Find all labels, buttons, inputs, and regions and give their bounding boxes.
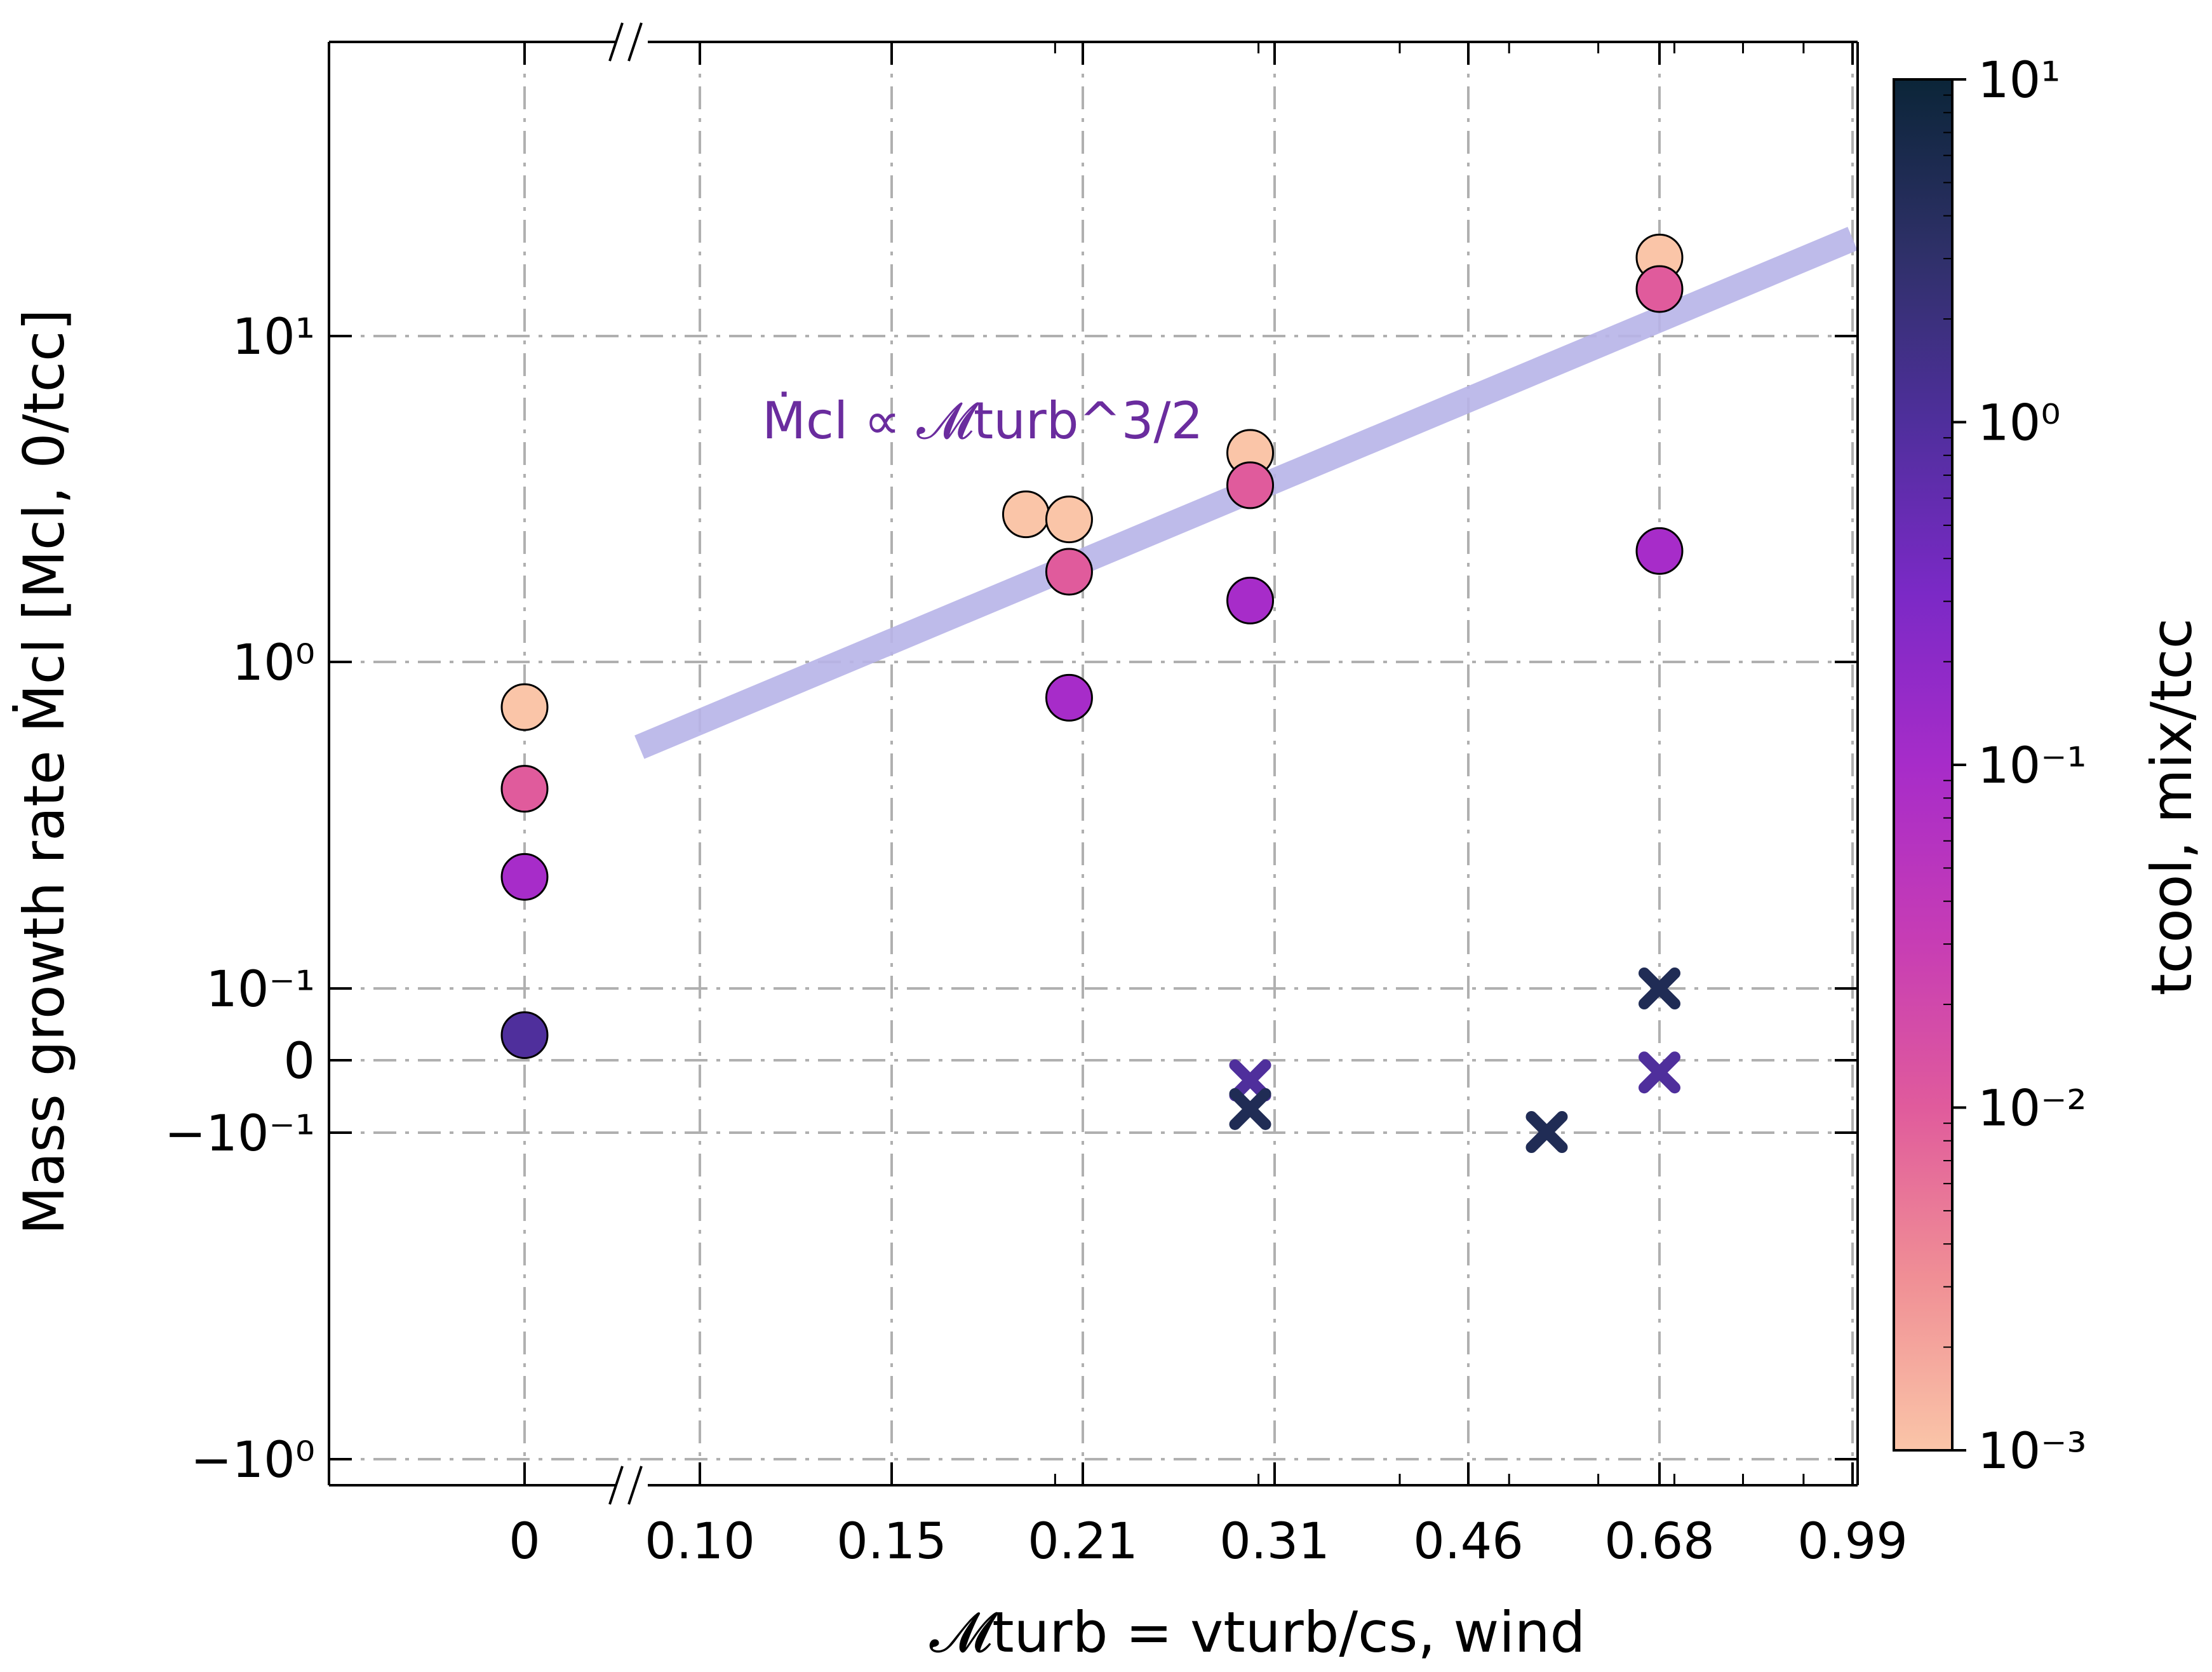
colorbar-label: tcool, mix/tcc <box>2139 618 2204 995</box>
x-tick-label: 0 <box>509 1513 540 1570</box>
data-markers <box>500 233 1684 1153</box>
x-marker-stroke <box>1525 1111 1568 1153</box>
circle-marker-7 <box>1045 673 1093 722</box>
x-marker-stroke <box>1229 1059 1271 1102</box>
x-tick-label: 0.68 <box>1604 1513 1715 1570</box>
y-tick-label: 0 <box>283 1033 315 1090</box>
y-tick-label: 10⁰ <box>232 635 315 692</box>
axis-break-mark <box>627 1466 643 1505</box>
colorbar-tick-label: 10⁻³ <box>1978 1423 2087 1480</box>
colorbar-tick-label: 10¹ <box>1978 52 2061 109</box>
x-marker-4 <box>1639 1051 1680 1094</box>
circle-marker-13 <box>1635 527 1684 575</box>
y-tick-label: −10⁻¹ <box>164 1105 315 1163</box>
circle-marker-4 <box>1002 490 1050 539</box>
axis-break-mark <box>608 22 624 62</box>
x-marker-0 <box>1229 1059 1271 1102</box>
circle-marker-6 <box>1045 548 1093 596</box>
x-tick-label: 0.15 <box>836 1513 947 1570</box>
x-axis-ticks: 0 0.10 0.15 0.21 0.31 0.46 0.68 0.99 <box>509 42 1908 1570</box>
x-tick-label: 0.99 <box>1797 1513 1908 1570</box>
circle-marker-10 <box>1226 576 1275 624</box>
x-axis-label: 𝓜turb = vturb/cs, wind <box>930 1600 1586 1665</box>
y-axis-label: Mass growth rate Ṁcl [Mcl, 0/tcc] <box>11 309 77 1234</box>
axis-break-mark <box>608 1466 624 1505</box>
circle-marker-9 <box>1226 461 1275 509</box>
x-marker-3 <box>1639 967 1680 1009</box>
x-tick-label: 0.46 <box>1413 1513 1524 1570</box>
x-marker-2 <box>1525 1111 1568 1153</box>
colorbar: 10¹ 10⁰ 10⁻¹ 10⁻² 10⁻³ <box>1893 52 2087 1480</box>
x-marker-stroke <box>1639 1051 1680 1094</box>
x-tick-label: 0.10 <box>645 1513 755 1570</box>
y-tick-label: 10⁻¹ <box>206 961 315 1018</box>
y-axis-ticks: 10¹ 10⁰ 10⁻¹ 0 −10⁻¹ −10⁰ <box>164 309 1858 1489</box>
x-marker-1 <box>1229 1088 1271 1130</box>
y-tick-label: −10⁰ <box>191 1432 315 1489</box>
axes <box>328 22 1859 1505</box>
circle-marker-1 <box>500 765 549 813</box>
colorbar-tick-label: 10⁻² <box>1978 1081 2087 1138</box>
colorbar-tick-label: 10⁻¹ <box>1978 738 2087 795</box>
x-marker-stroke <box>1229 1088 1271 1130</box>
circle-marker-12 <box>1635 265 1684 313</box>
grid-lines <box>329 42 1858 1485</box>
x-tick-label: 0.31 <box>1219 1513 1330 1570</box>
circle-marker-2 <box>500 853 549 901</box>
x-marker-stroke <box>1639 967 1680 1009</box>
x-tick-label: 0.21 <box>1028 1513 1138 1570</box>
colorbar-tick-label: 10⁰ <box>1978 395 2061 452</box>
circle-marker-3 <box>500 1011 549 1059</box>
axis-break-mark <box>627 22 643 62</box>
circle-marker-5 <box>1045 496 1093 544</box>
y-tick-label: 10¹ <box>232 309 315 366</box>
fit-annotation: Ṁcl ∝ 𝓜turb^3/2 <box>762 391 1203 450</box>
colorbar-bar <box>1893 78 1954 1452</box>
circle-marker-0 <box>500 683 549 731</box>
